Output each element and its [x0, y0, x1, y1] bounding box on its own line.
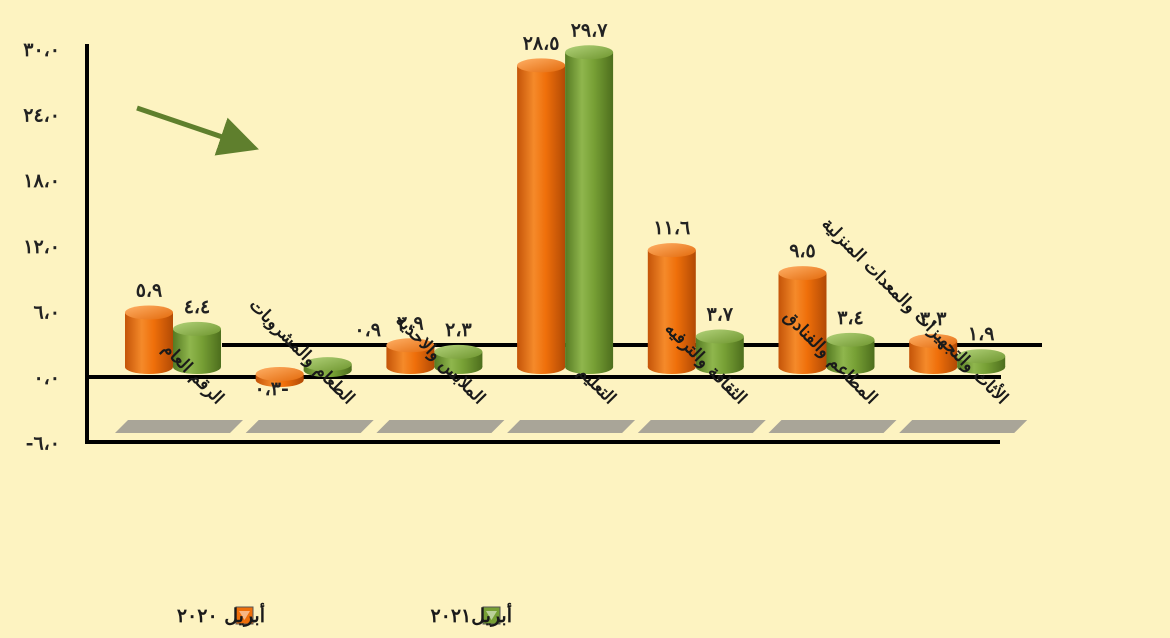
bar	[957, 349, 1006, 374]
y-tick-label: ١٨،٠	[23, 170, 60, 192]
category-floor-shadow	[507, 420, 636, 433]
data-label: ١،٩	[968, 323, 995, 345]
y-tick-label: -٦،٠	[26, 433, 60, 455]
legend-label: أبريل٢٠٢١	[430, 602, 512, 627]
y-tick-label: ١٢،٠	[23, 236, 60, 258]
data-label: ٢٨،٥	[523, 32, 560, 54]
data-label: ٢،٣	[445, 319, 472, 341]
legend-item: أبريل٢٠٢١	[430, 602, 512, 627]
category-floor-shadow	[899, 420, 1028, 433]
bar	[565, 45, 614, 374]
data-label: ٣،٧	[707, 304, 734, 326]
bar	[517, 58, 566, 374]
data-label: ٢٩،٧	[571, 19, 609, 41]
bar	[255, 367, 304, 387]
data-label: ٢،٩	[397, 312, 424, 334]
data-label: ٣،٣	[920, 308, 947, 330]
data-label: ٤،٤	[184, 296, 211, 318]
category-floor-shadow	[245, 420, 374, 433]
bar	[647, 243, 696, 374]
data-label: ٩،٥	[789, 240, 816, 262]
category-floor-shadow	[376, 420, 505, 433]
trend-arrow-icon	[136, 105, 259, 156]
data-label: ٠،٣-	[254, 378, 288, 400]
bar	[695, 329, 744, 374]
bar	[386, 338, 435, 374]
data-label: ١١،٦	[653, 217, 690, 239]
bar	[909, 333, 958, 374]
y-tick-label: ٠،٠	[33, 367, 60, 389]
y-tick-label: ٦،٠	[33, 301, 60, 323]
category-floor-shadow	[115, 420, 243, 433]
bar	[303, 357, 352, 378]
category-floor-shadow	[768, 420, 897, 433]
data-label: ٥،٩	[136, 279, 163, 301]
bar	[826, 332, 875, 374]
data-label: ٠،٩	[354, 319, 381, 341]
bar	[778, 266, 827, 374]
legend-item: أبريل ٢٠٢٠	[177, 602, 265, 627]
category-floor-shadow	[637, 420, 766, 433]
legend-label: أبريل ٢٠٢٠	[177, 602, 265, 627]
y-tick-label: ٢٤،٠	[23, 105, 60, 127]
data-label: ٣،٤	[837, 307, 864, 329]
bar	[434, 344, 483, 374]
bar	[125, 305, 173, 374]
y-tick-label: ٣٠،٠	[23, 39, 60, 61]
bar	[173, 321, 221, 374]
